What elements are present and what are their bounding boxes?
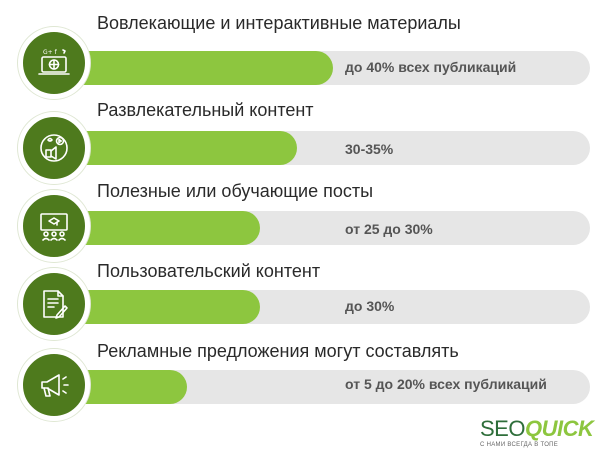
chart-row: Полезные или обучающие посты от 25 до 30… <box>0 160 613 262</box>
chart-row: Пользовательский контент до 30% <box>0 240 613 340</box>
presentation-board-icon <box>40 213 68 241</box>
entertainment-icon <box>40 134 68 162</box>
category-label: Развлекательный контент <box>97 100 314 120</box>
chart-row: Рекламные предложения могут составлять о… <box>0 320 613 421</box>
value-label: до 40% всех публикаций <box>345 59 517 75</box>
value-label: до 30% <box>345 298 395 314</box>
value-label: от 25 до 30% <box>345 221 433 237</box>
category-label: Вовлекающие и интерактивные материалы <box>97 13 461 33</box>
chart-row: G+ f Вовлекающие и интерактивные материа… <box>0 0 613 99</box>
megaphone-icon <box>41 374 69 397</box>
social-media-laptop-icon: G+ f <box>38 49 70 75</box>
icon-circle <box>18 112 90 184</box>
logo-tagline: С НАМИ ВСЕГДА В ТОПЕ <box>480 442 559 448</box>
category-label: Полезные или обучающие посты <box>97 181 374 201</box>
icon-circle: G+ f <box>18 27 90 99</box>
seoquick-logo: SEOQUICK С НАМИ ВСЕГДА В ТОПЕ <box>480 416 594 449</box>
value-label: от 5 до 20% всех публикаций <box>345 376 547 392</box>
value-label: 30-35% <box>345 141 394 157</box>
logo-seo: SEO <box>480 416 525 441</box>
category-label: Рекламные предложения могут составлять <box>97 341 459 361</box>
icon-circle <box>18 349 90 421</box>
bar-track <box>40 290 590 324</box>
document-edit-icon <box>43 290 68 319</box>
category-label: Пользовательский контент <box>97 261 321 281</box>
logo-quick: QUICK <box>524 416 594 441</box>
icon-circle <box>18 190 90 262</box>
icon-circle <box>18 268 90 340</box>
svg-text:G+ f: G+ f <box>43 49 58 56</box>
chart-row: Развлекательный контент 30-35% <box>0 80 613 184</box>
logo-wordmark: SEOQUICK <box>480 416 594 441</box>
